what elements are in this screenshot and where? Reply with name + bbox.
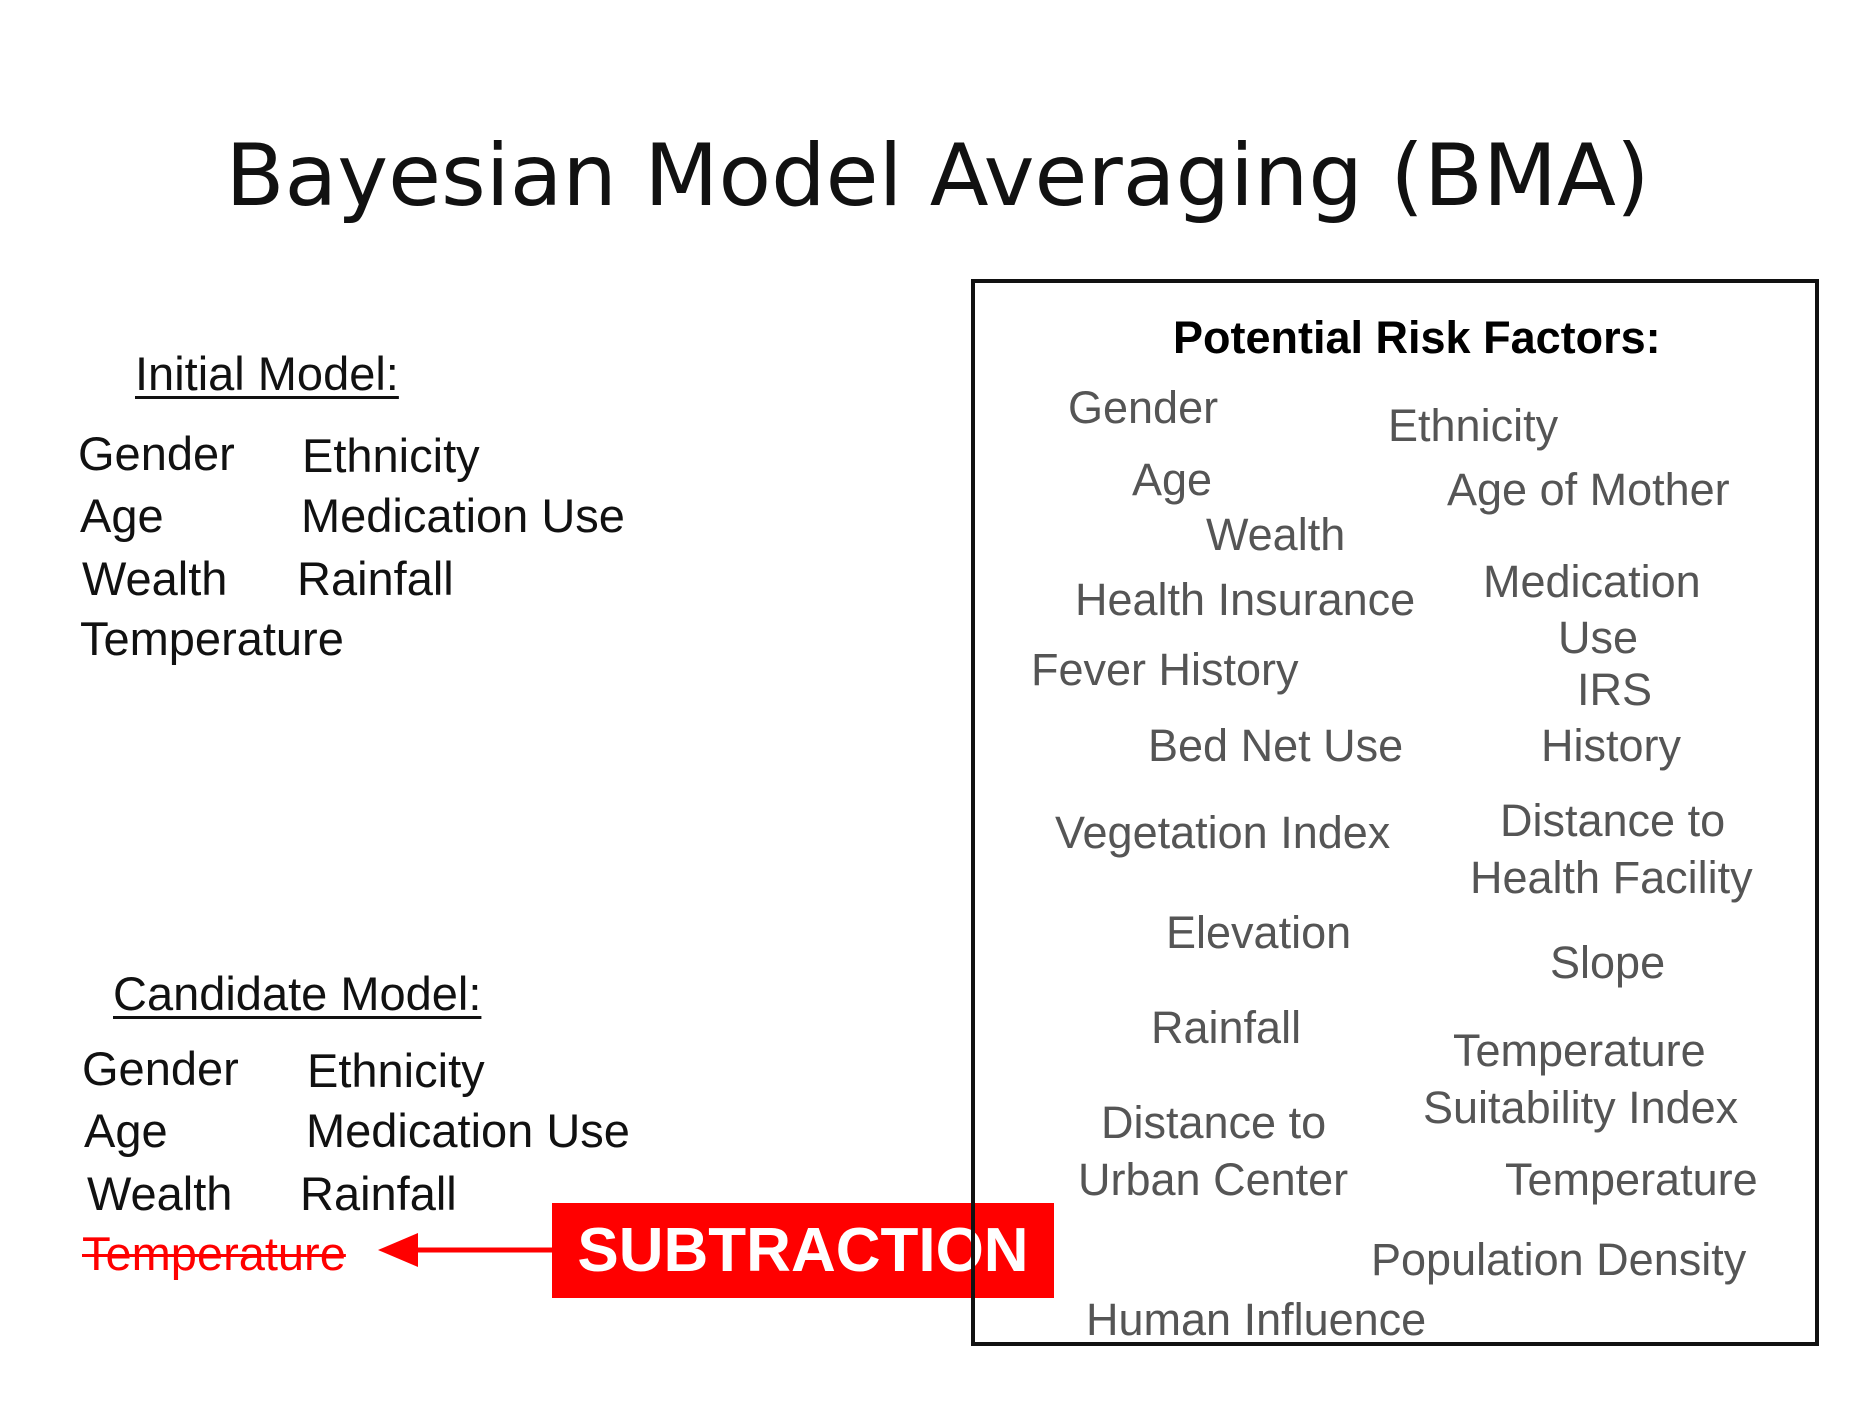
risk-factor-temperature: Temperature	[1505, 1154, 1758, 1205]
risk-factor-ethnicity: Ethnicity	[1388, 400, 1559, 451]
candidate-item-wealth: Wealth	[87, 1167, 233, 1220]
subtraction-label: SUBTRACTION	[552, 1203, 1054, 1298]
candidate-item-age: Age	[84, 1104, 168, 1157]
initial-model-heading: Initial Model:	[135, 347, 399, 400]
candidate-item-medication-use: Medication Use	[306, 1104, 630, 1157]
risk-factor-human-influence: Human Influence	[1086, 1294, 1427, 1345]
initial-item-rainfall: Rainfall	[297, 552, 454, 605]
candidate-item-gender: Gender	[82, 1042, 239, 1095]
candidate-model-heading: Candidate Model:	[113, 967, 482, 1020]
initial-item-medication-use: Medication Use	[301, 489, 625, 542]
candidate-item-rainfall: Rainfall	[300, 1167, 457, 1220]
initial-item-temperature: Temperature	[80, 612, 344, 665]
risk-factor-distance-to-urban-2: Urban Center	[1078, 1154, 1349, 1205]
risk-factor-temp-suitability-2: Suitability Index	[1423, 1082, 1739, 1133]
risk-factor-population-density: Population Density	[1371, 1234, 1747, 1285]
risk-factor-wealth: Wealth	[1206, 509, 1346, 560]
slide-title: Bayesian Model Averaging (BMA)	[225, 126, 1650, 226]
risk-factor-age-of-mother: Age of Mother	[1447, 464, 1730, 515]
risk-factor-distance-to-urban-1: Distance to	[1101, 1097, 1327, 1148]
risk-factors-title: Potential Risk Factors:	[1173, 312, 1661, 363]
initial-item-wealth: Wealth	[82, 552, 228, 605]
risk-factor-elevation: Elevation	[1166, 907, 1352, 958]
risk-factors-box	[971, 279, 1819, 1346]
risk-factor-irs: IRS	[1577, 664, 1653, 715]
risk-factor-use: Use	[1558, 612, 1639, 663]
risk-factor-age: Age	[1132, 454, 1213, 505]
risk-factor-temp-suitability-1: Temperature	[1453, 1025, 1706, 1076]
risk-factor-distance-to-health-1: Distance to	[1500, 795, 1726, 846]
risk-factor-vegetation-index: Vegetation Index	[1055, 807, 1391, 858]
risk-factor-bed-net-use: Bed Net Use	[1148, 720, 1404, 771]
risk-factor-history: History	[1541, 720, 1682, 771]
risk-factor-health-insurance: Health Insurance	[1075, 574, 1416, 625]
candidate-item-ethnicity: Ethnicity	[307, 1044, 485, 1097]
risk-factor-gender: Gender	[1068, 382, 1219, 433]
risk-factor-slope: Slope	[1550, 937, 1666, 988]
risk-factor-rainfall: Rainfall	[1151, 1002, 1302, 1053]
risk-factor-fever-history: Fever History	[1031, 644, 1299, 695]
left-arrow-icon	[378, 1233, 555, 1267]
risk-factor-distance-to-health-2: Health Facility	[1470, 852, 1753, 903]
risk-factor-medication: Medication	[1483, 556, 1701, 607]
initial-item-gender: Gender	[78, 427, 235, 480]
removed-item-temperature: Temperature	[82, 1227, 346, 1280]
initial-item-age: Age	[80, 489, 164, 542]
initial-item-ethnicity: Ethnicity	[302, 429, 480, 482]
